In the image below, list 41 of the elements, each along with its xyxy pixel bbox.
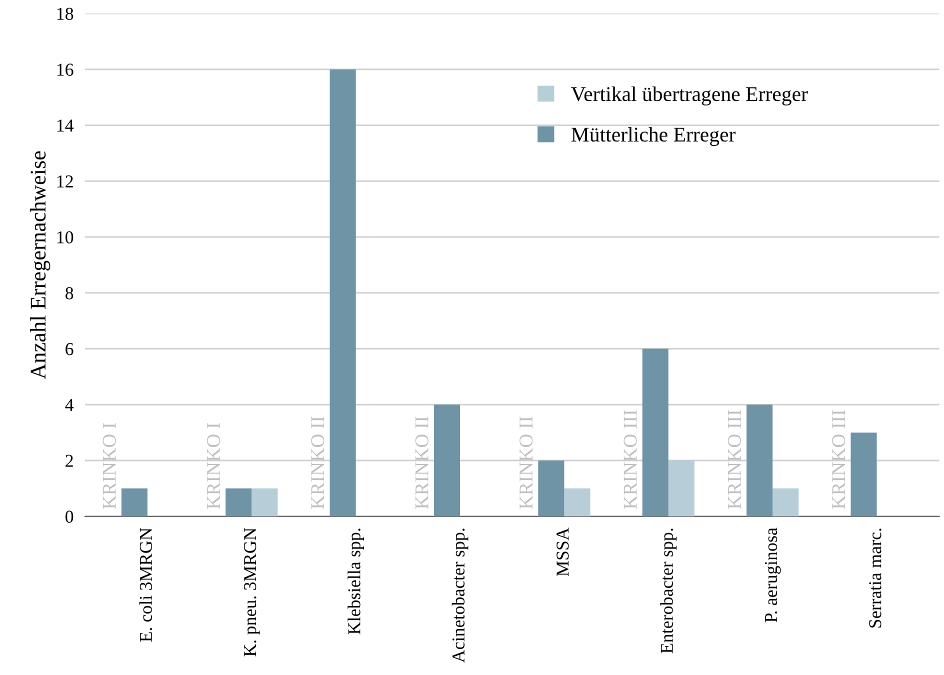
bar: [121, 488, 148, 516]
x-tick-label: MSSA: [556, 528, 569, 576]
y-tick-label: 8: [66, 287, 74, 300]
annotation: KRINKO II: [415, 416, 428, 509]
bar: [252, 488, 278, 516]
x-tick-label: K. pneu. 3MRGN: [244, 528, 260, 656]
bar: [330, 69, 356, 516]
y-axis-title: Anzahl Erregernachweise: [30, 151, 50, 380]
y-tick-label: 18: [57, 8, 74, 20]
y-tick-label: 2: [66, 454, 73, 467]
x-tick-label: Enterobacter spp.: [660, 528, 677, 654]
annotation: KRINKO I: [102, 423, 116, 509]
bar: [642, 348, 668, 516]
annotation: KRINKO III: [728, 410, 741, 509]
legend-label: Vertikal übertragene Erreger: [571, 86, 808, 106]
annotation: KRINKO II: [520, 416, 533, 509]
legend-label: Mütterliche Erreger: [571, 127, 736, 146]
y-tick-label: 10: [57, 231, 74, 244]
y-tick-label: 16: [57, 64, 74, 76]
y-tick-label: 12: [57, 175, 73, 188]
bar: [538, 460, 564, 516]
annotation: KRINKO I: [206, 423, 220, 509]
y-tick-label: 4: [65, 399, 74, 411]
bar: [434, 404, 460, 516]
x-tick-label: Serratia marc.: [869, 528, 882, 628]
x-tick-label: P. aeruginosa: [764, 528, 781, 622]
x-tick-label: E. coli 3MRGN: [139, 528, 152, 642]
annotation: KRINKO III: [832, 410, 846, 509]
bar: [850, 432, 877, 516]
x-tick-label: Klebsiella spp.: [348, 528, 364, 634]
y-tick-label: 0: [66, 510, 74, 523]
y-tick-label: 14: [57, 120, 74, 132]
bar: [668, 460, 694, 516]
bar: [746, 404, 773, 516]
x-tick-label: Acinetobacter spp.: [452, 528, 468, 663]
bar: [772, 488, 799, 516]
bar: [564, 488, 590, 516]
y-tick-label: 6: [66, 343, 74, 356]
annotation: KRINKO III: [624, 410, 637, 509]
bar: [226, 488, 252, 516]
annotation: KRINKO II: [311, 416, 324, 509]
